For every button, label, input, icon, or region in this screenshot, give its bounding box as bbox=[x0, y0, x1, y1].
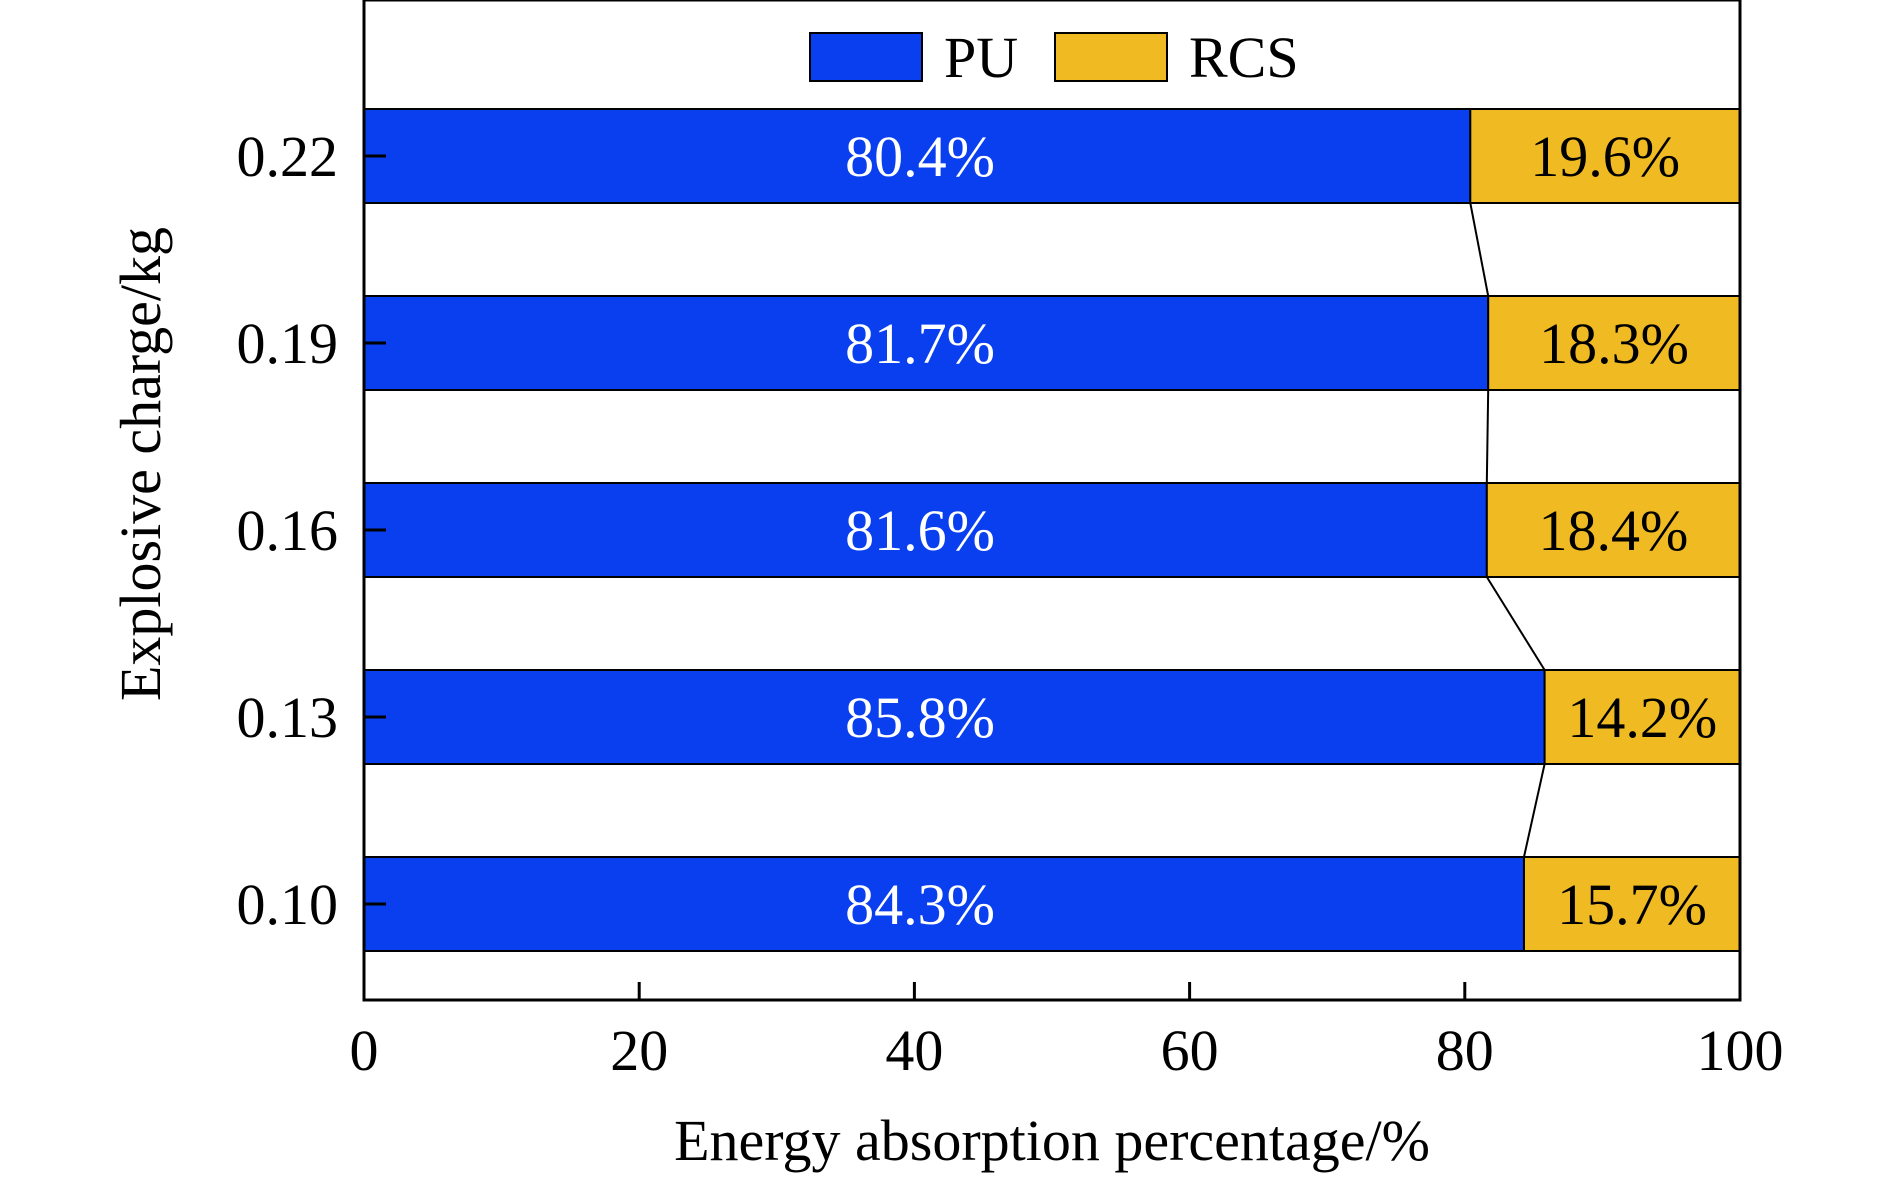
bar-rcs-0.19 bbox=[1487, 295, 1742, 391]
data-label-rcs-0.16: 18.4% bbox=[1538, 498, 1688, 563]
y-tick-label-0.19: 0.19 bbox=[237, 311, 339, 376]
data-label-rcs-0.19: 18.3% bbox=[1539, 311, 1689, 376]
bar-rcs-0.22 bbox=[1469, 108, 1741, 204]
y-tick-label-0.22: 0.22 bbox=[237, 124, 339, 189]
bar-rcs-0.10 bbox=[1522, 856, 1742, 952]
y-axis-title: Explosive charge/kg bbox=[108, 227, 173, 701]
connector-line-0.10-0.13 bbox=[1522, 763, 1546, 858]
x-tick-label-0: 0 bbox=[350, 1018, 379, 1083]
data-label-pu-0.16: 81.6% bbox=[845, 498, 995, 563]
connector-line-0.16-0.19 bbox=[1485, 389, 1490, 484]
x-tick-label-100: 100 bbox=[1697, 1018, 1784, 1083]
x-tick-label-40: 40 bbox=[885, 1018, 943, 1083]
connector-line-0.13-0.16 bbox=[1485, 576, 1546, 671]
data-label-pu-0.13: 85.8% bbox=[845, 685, 995, 750]
data-label-rcs-0.13: 14.2% bbox=[1567, 685, 1717, 750]
bar-pu-0.16 bbox=[363, 482, 1488, 578]
connector-line-0.19-0.22 bbox=[1469, 202, 1490, 297]
legend-swatch-rcs bbox=[1054, 32, 1168, 82]
legend-label-rcs: RCS bbox=[1189, 25, 1299, 90]
y-tick-label-0.10: 0.10 bbox=[237, 872, 339, 937]
bar-pu-0.13 bbox=[363, 669, 1546, 765]
x-tick-label-60: 60 bbox=[1161, 1018, 1219, 1083]
bar-rcs-0.16 bbox=[1485, 482, 1742, 578]
data-label-rcs-0.10: 15.7% bbox=[1557, 872, 1707, 937]
data-label-pu-0.19: 81.7% bbox=[845, 311, 995, 376]
legend-swatch-pu bbox=[809, 32, 923, 82]
bar-pu-0.19 bbox=[363, 295, 1490, 391]
data-label-pu-0.10: 84.3% bbox=[845, 872, 995, 937]
y-tick-label-0.16: 0.16 bbox=[237, 498, 339, 563]
data-label-pu-0.22: 80.4% bbox=[845, 124, 995, 189]
y-tick-label-0.13: 0.13 bbox=[237, 685, 339, 750]
x-tick-label-80: 80 bbox=[1436, 1018, 1494, 1083]
legend-label-pu: PU bbox=[944, 25, 1018, 90]
bar-pu-0.10 bbox=[363, 856, 1525, 952]
x-axis-title: Energy absorption percentage/% bbox=[674, 1108, 1430, 1173]
x-tick-label-20: 20 bbox=[610, 1018, 668, 1083]
bar-rcs-0.13 bbox=[1543, 669, 1742, 765]
data-label-rcs-0.22: 19.6% bbox=[1530, 124, 1680, 189]
plot-frame bbox=[362, 0, 1742, 1002]
